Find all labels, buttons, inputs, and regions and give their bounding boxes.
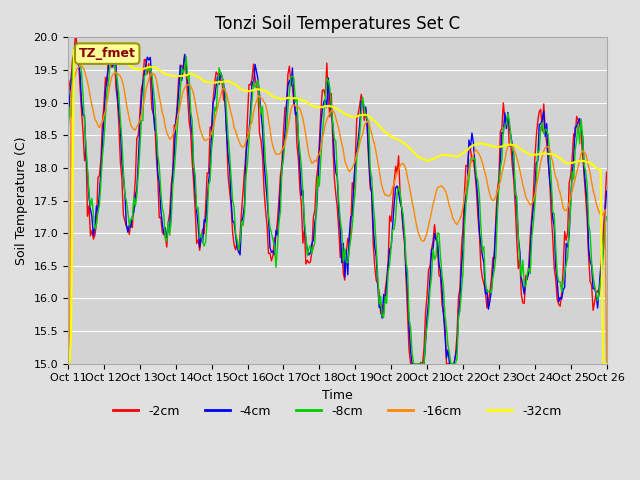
- -2cm: [603, 169, 611, 175]
- -2cm: [81, 157, 88, 163]
- -4cm: [166, 225, 173, 231]
- -8cm: [81, 119, 88, 125]
- -4cm: [64, 122, 72, 128]
- -16cm: [64, 361, 72, 367]
- -8cm: [372, 242, 380, 248]
- -4cm: [540, 108, 548, 114]
- Y-axis label: Soil Temperature (C): Soil Temperature (C): [15, 136, 28, 265]
- -4cm: [408, 361, 416, 367]
- -8cm: [390, 227, 398, 232]
- -2cm: [403, 278, 410, 284]
- -32cm: [64, 361, 72, 367]
- -2cm: [64, 95, 72, 101]
- -2cm: [408, 361, 416, 367]
- -32cm: [603, 361, 611, 367]
- -32cm: [81, 48, 88, 53]
- -8cm: [540, 131, 548, 137]
- Text: TZ_fmet: TZ_fmet: [79, 47, 136, 60]
- X-axis label: Time: Time: [322, 389, 353, 402]
- -16cm: [372, 150, 380, 156]
- -4cm: [603, 188, 611, 194]
- Line: -32cm: -32cm: [68, 49, 607, 364]
- -16cm: [166, 136, 173, 142]
- -32cm: [390, 135, 398, 141]
- -8cm: [603, 214, 611, 220]
- -8cm: [403, 259, 410, 265]
- -8cm: [70, 46, 78, 51]
- -8cm: [64, 128, 72, 134]
- -4cm: [81, 112, 88, 118]
- -16cm: [81, 68, 88, 73]
- -2cm: [540, 101, 548, 107]
- Line: -16cm: -16cm: [68, 65, 607, 364]
- -2cm: [166, 210, 173, 216]
- -16cm: [390, 180, 398, 186]
- -32cm: [403, 142, 410, 148]
- Line: -4cm: -4cm: [68, 43, 607, 364]
- Legend: -2cm, -4cm, -8cm, -16cm, -32cm: -2cm, -4cm, -8cm, -16cm, -32cm: [108, 400, 566, 423]
- -2cm: [72, 31, 79, 36]
- -32cm: [372, 120, 380, 125]
- Line: -2cm: -2cm: [68, 34, 607, 364]
- -16cm: [76, 62, 84, 68]
- -16cm: [603, 361, 611, 367]
- -4cm: [403, 269, 410, 275]
- -16cm: [538, 153, 546, 159]
- -2cm: [390, 180, 398, 185]
- -16cm: [403, 167, 410, 173]
- -8cm: [166, 232, 173, 238]
- -32cm: [538, 151, 546, 157]
- -8cm: [410, 361, 417, 367]
- Line: -8cm: -8cm: [68, 48, 607, 364]
- -32cm: [166, 72, 173, 78]
- -4cm: [72, 40, 79, 46]
- -32cm: [75, 46, 83, 52]
- -2cm: [372, 277, 380, 283]
- -4cm: [390, 201, 398, 207]
- Title: Tonzi Soil Temperatures Set C: Tonzi Soil Temperatures Set C: [215, 15, 460, 33]
- -4cm: [372, 254, 380, 260]
